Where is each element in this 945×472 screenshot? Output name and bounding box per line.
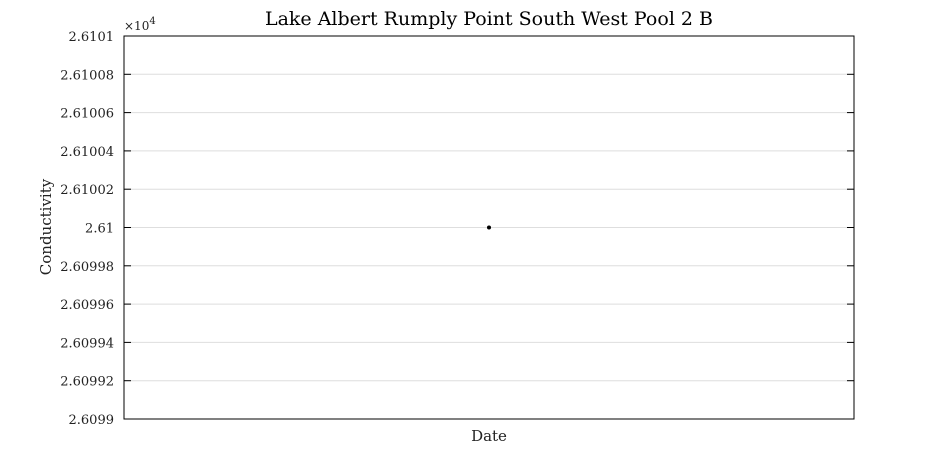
x-axis-label: Date [471,427,507,445]
y-tick-label: 2.61006 [60,107,114,122]
y-tick-label: 2.6099 [69,413,115,428]
data-point [487,225,491,230]
y-tick-label: 2.60992 [60,375,114,390]
y-tick-label: 2.60998 [60,260,114,275]
y-axis-label: Conductivity [37,178,55,275]
y-tick-labels: 2.6099 2.60992 2.60994 2.60996 2.60998 2.61 2.… [60,30,114,428]
data-points [487,225,491,230]
y-tick-label: 2.61 [85,222,114,237]
y-tick-label: 2.61008 [60,68,114,83]
y-tick-label: 2.60994 [60,336,114,351]
y-exponent-label: ×104 [124,16,156,33]
y-exponent-power: 4 [149,16,155,27]
y-ticks [124,35,854,420]
y-tick-label: 2.60996 [60,298,114,313]
y-exponent-base: ×10 [124,19,149,33]
y-tick-label: 2.61002 [60,183,114,198]
chart-title: Lake Albert Rumply Point South West Pool… [265,8,713,30]
y-tick-label: 2.6101 [69,30,115,45]
y-tick-label: 2.61004 [60,145,114,160]
